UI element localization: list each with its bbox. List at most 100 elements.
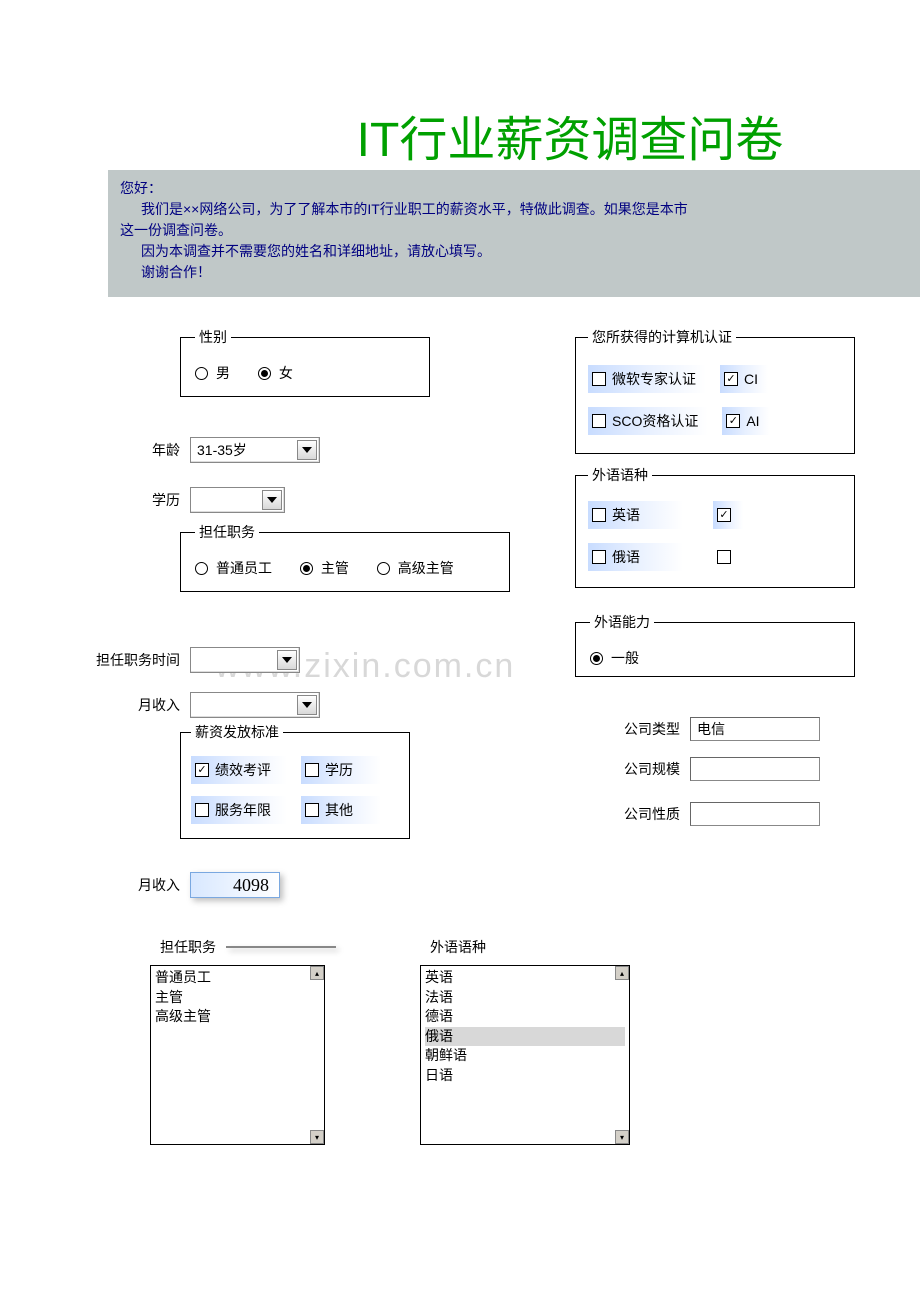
income2-value: 4098 (233, 875, 269, 896)
certifications-group: 您所获得的计算机认证 微软专家认证 ✓ CI SCO资格认证 ✓ A (575, 327, 855, 454)
salary-standard-group: 薪资发放标准 ✓ 绩效考评 学历 服务年限 其他 (180, 722, 410, 839)
checkbox-icon (305, 763, 319, 777)
scrollbar[interactable]: ▴ ▾ (615, 966, 629, 1144)
salary-performance-checkbox[interactable]: ✓ 绩效考评 (191, 756, 287, 784)
lang-english-label: 英语 (612, 505, 640, 525)
chevron-down-icon (297, 440, 317, 460)
radio-icon (300, 562, 313, 575)
position-staff-radio[interactable]: 普通员工 (195, 558, 272, 578)
intro-line: 谢谢合作！ (120, 262, 916, 283)
scroll-down-icon: ▾ (615, 1130, 629, 1144)
list-item[interactable]: 主管 (155, 988, 320, 1008)
salary-standard-legend: 薪资发放标准 (191, 722, 283, 742)
position-legend: 担任职务 (195, 522, 259, 542)
checkbox-icon: ✓ (717, 508, 731, 522)
lang-listbox[interactable]: 英语法语德语俄语朝鲜语日语 ▴ ▾ (420, 965, 630, 1145)
company-scale-input[interactable] (690, 757, 820, 781)
cert-microsoft-checkbox[interactable]: 微软专家认证 (588, 365, 706, 393)
education-label: 学历 (80, 490, 180, 510)
age-label: 年龄 (80, 440, 180, 460)
gender-male-radio[interactable]: 男 (195, 363, 230, 383)
radio-icon (590, 652, 603, 665)
scrollbar[interactable]: ▴ ▾ (310, 966, 324, 1144)
checkbox-icon (717, 550, 731, 564)
languages-legend: 外语语种 (588, 465, 652, 485)
list-item[interactable]: 朝鲜语 (425, 1046, 625, 1066)
income-select[interactable] (190, 692, 320, 718)
page-title: IT行业薪资调查问卷 (0, 0, 920, 170)
company-nature-input[interactable] (690, 802, 820, 826)
gender-female-label: 女 (279, 363, 293, 383)
gender-group: 性别 男 女 (180, 327, 430, 397)
cert-microsoft-label: 微软专家认证 (612, 369, 696, 389)
income2-input[interactable]: 4098 (190, 872, 280, 898)
cert-ai-label: AI (746, 413, 759, 429)
checkbox-icon (305, 803, 319, 817)
intro-line: 您好： (120, 178, 916, 199)
list-item[interactable]: 俄语 (425, 1027, 625, 1047)
cert-ai-checkbox[interactable]: ✓ AI (722, 407, 769, 435)
education-select[interactable] (190, 487, 285, 513)
salary-performance-label: 绩效考评 (215, 760, 271, 780)
lang-ability-group: 外语能力 一般 (575, 612, 855, 677)
lang-english-checkbox[interactable]: 英语 (588, 501, 683, 529)
lang-ability-legend: 外语能力 (590, 612, 654, 632)
cert-ci-label: CI (744, 371, 758, 387)
checkbox-icon (592, 372, 606, 386)
radio-icon (195, 562, 208, 575)
checkbox-icon (592, 508, 606, 522)
lang-ability-normal-radio[interactable]: 一般 (590, 648, 639, 668)
salary-education-checkbox[interactable]: 学历 (301, 756, 381, 784)
intro-line: 因为本调查并不需要您的姓名和详细地址，请放心填写。 (120, 241, 916, 262)
position-list-label: 担任职务 (150, 937, 226, 957)
tenure-select[interactable] (190, 647, 300, 673)
age-select[interactable]: 31-35岁 (190, 437, 320, 463)
list-item[interactable]: 高级主管 (155, 1007, 320, 1027)
gender-female-radio[interactable]: 女 (258, 363, 293, 383)
cert-sco-checkbox[interactable]: SCO资格认证 (588, 407, 708, 435)
chevron-down-icon (277, 650, 297, 670)
salary-years-checkbox[interactable]: 服务年限 (191, 796, 287, 824)
lang-blank2-checkbox[interactable] (713, 543, 743, 571)
cert-ci-checkbox[interactable]: ✓ CI (720, 365, 768, 393)
radio-icon (258, 367, 271, 380)
certifications-legend: 您所获得的计算机认证 (588, 327, 736, 347)
position-listbox[interactable]: 普通员工主管高级主管 ▴ ▾ (150, 965, 325, 1145)
cert-sco-label: SCO资格认证 (612, 411, 698, 431)
list-item[interactable]: 日语 (425, 1066, 625, 1086)
lang-list-label: 外语语种 (430, 939, 486, 955)
intro-line: 我们是××网络公司，为了了解本市的IT行业职工的薪资水平，特做此调查。如果您是本… (120, 199, 916, 220)
gender-legend: 性别 (195, 327, 231, 347)
income2-label: 月收入 (80, 875, 180, 895)
income-label: 月收入 (80, 695, 180, 715)
checkbox-icon: ✓ (724, 372, 738, 386)
salary-years-label: 服务年限 (215, 800, 271, 820)
radio-icon (195, 367, 208, 380)
chevron-down-icon (262, 490, 282, 510)
company-type-input[interactable]: 电信 (690, 717, 820, 741)
tenure-label: 担任职务时间 (80, 650, 180, 670)
scroll-up-icon: ▴ (310, 966, 324, 980)
list-item[interactable]: 德语 (425, 1007, 625, 1027)
salary-other-checkbox[interactable]: 其他 (301, 796, 381, 824)
list-item[interactable]: 英语 (425, 968, 625, 988)
lang-ability-normal-label: 一般 (611, 648, 639, 668)
intro-line: 这一份调查问卷。 (120, 220, 916, 241)
position-supervisor-radio[interactable]: 主管 (300, 558, 349, 578)
position-supervisor-label: 主管 (321, 558, 349, 578)
age-value: 31-35岁 (197, 440, 247, 460)
position-senior-radio[interactable]: 高级主管 (377, 558, 454, 578)
position-group: 担任职务 普通员工 主管 高级主管 (180, 522, 510, 592)
company-nature-label: 公司性质 (600, 804, 680, 824)
salary-education-label: 学历 (325, 760, 353, 780)
company-type-label: 公司类型 (600, 719, 680, 739)
scroll-down-icon: ▾ (310, 1130, 324, 1144)
radio-icon (377, 562, 390, 575)
salary-other-label: 其他 (325, 800, 353, 820)
position-staff-label: 普通员工 (216, 558, 272, 578)
lang-blank1-checkbox[interactable]: ✓ (713, 501, 743, 529)
list-item[interactable]: 普通员工 (155, 968, 320, 988)
checkbox-icon (592, 550, 606, 564)
lang-russian-checkbox[interactable]: 俄语 (588, 543, 683, 571)
list-item[interactable]: 法语 (425, 988, 625, 1008)
